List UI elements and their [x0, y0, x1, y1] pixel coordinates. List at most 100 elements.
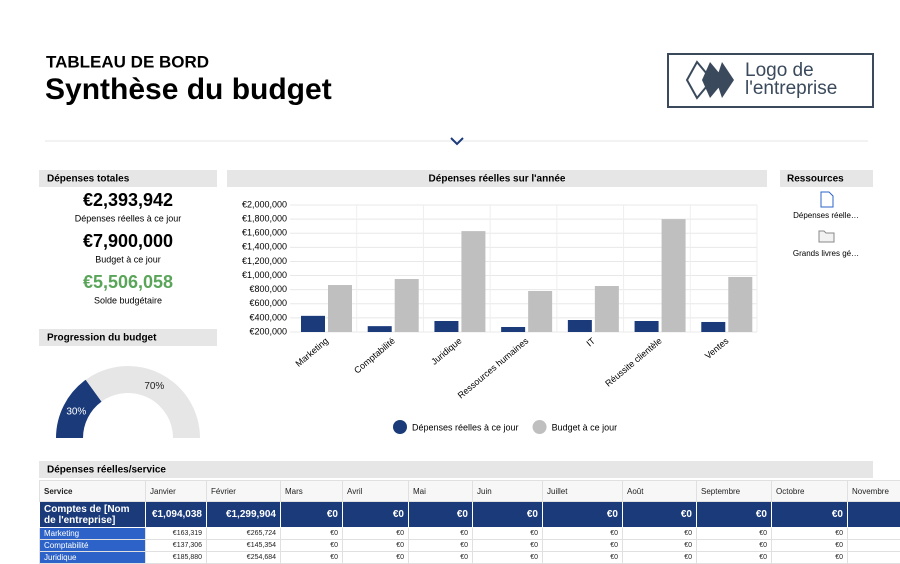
table-cell: €0 — [848, 540, 900, 552]
table-row: Comptabilité€137,306€145,354€0€0€0€0€0€0… — [40, 540, 900, 552]
metric-value: €5,506,058 — [83, 272, 173, 292]
column-header: Février — [207, 481, 281, 502]
table-cell: €1,299,904 — [207, 502, 281, 528]
table-row: Marketing€163,319€265,724€0€0€0€0€0€0€0€… — [40, 528, 900, 540]
table-row: Juridique€185,880€254,684€0€0€0€0€0€0€0€… — [40, 552, 900, 564]
x-tick-label: Comptabilité — [352, 336, 397, 376]
table-cell: €1,094,038 — [146, 502, 207, 528]
table-cell: €0 — [543, 552, 623, 564]
x-tick-label: Ventes — [703, 335, 731, 361]
column-header: Juillet — [543, 481, 623, 502]
logo-icon — [687, 62, 734, 98]
resource-link[interactable]: Grands livres gé… — [793, 249, 859, 258]
table-cell: €0 — [543, 502, 623, 528]
table-cell: €0 — [848, 502, 900, 528]
gauge-label: 70% — [144, 381, 164, 392]
bar — [395, 279, 419, 332]
table-cell: €0 — [848, 552, 900, 564]
metric-label: Budget à ce jour — [95, 254, 161, 264]
metric-value: €2,393,942 — [83, 190, 173, 210]
y-tick-label: €1,600,000 — [242, 228, 287, 238]
metric-value: €7,900,000 — [83, 231, 173, 251]
table-cell: €0 — [697, 502, 772, 528]
table-cell: €0 — [281, 552, 343, 564]
y-tick-label: €1,800,000 — [242, 213, 287, 223]
y-tick-label: €600,000 — [249, 298, 287, 308]
table-cell: €0 — [623, 528, 697, 540]
table-cell: €0 — [281, 540, 343, 552]
table-cell: €0 — [281, 502, 343, 528]
logo-text: l'entreprise — [745, 78, 837, 99]
metric-label: Solde budgétaire — [94, 295, 162, 305]
table-cell: €185,880 — [146, 552, 207, 564]
gauge-label: 30% — [66, 406, 86, 417]
panel-title: Dépenses totales — [47, 174, 130, 185]
table-cell: €0 — [623, 552, 697, 564]
table-cell: €0 — [473, 528, 543, 540]
table-cell: €0 — [543, 540, 623, 552]
legend-swatch — [393, 420, 407, 434]
bar — [568, 320, 592, 332]
table-cell: €163,319 — [146, 528, 207, 540]
table-cell: €0 — [409, 540, 473, 552]
column-header: Août — [623, 481, 697, 502]
table-cell: €0 — [343, 540, 409, 552]
y-tick-label: €1,200,000 — [242, 256, 287, 266]
column-header: Mars — [281, 481, 343, 502]
bar — [728, 277, 752, 332]
bar — [528, 291, 552, 332]
y-tick-label: €1,000,000 — [242, 270, 287, 280]
panel-title: Progression du budget — [47, 333, 157, 344]
table-cell: €265,724 — [207, 528, 281, 540]
column-header: Novembre — [848, 481, 900, 502]
y-tick-label: €400,000 — [249, 312, 287, 322]
table-cell: €0 — [772, 502, 848, 528]
table-cell: €0 — [772, 540, 848, 552]
table-cell: €145,354 — [207, 540, 281, 552]
table-cell: €0 — [772, 552, 848, 564]
table-cell: €0 — [772, 528, 848, 540]
gauge-segment — [86, 366, 200, 438]
subtitle: TABLEAU DE BORD — [46, 52, 209, 71]
folder-icon[interactable] — [819, 231, 834, 242]
table-cell: €0 — [409, 528, 473, 540]
x-tick-label: IT — [584, 335, 597, 348]
table-cell: €0 — [343, 502, 409, 528]
y-tick-label: €1,400,000 — [242, 242, 287, 252]
metric-label: Dépenses réelles à ce jour — [75, 213, 182, 223]
table-cell: €0 — [848, 528, 900, 540]
bar — [595, 286, 619, 332]
panel-title: Dépenses réelles sur l'année — [429, 174, 566, 185]
file-icon[interactable] — [821, 192, 833, 207]
column-header: Octobre — [772, 481, 848, 502]
table-cell: €254,684 — [207, 552, 281, 564]
x-tick-label: Juridique — [429, 336, 463, 367]
table-cell: €0 — [409, 502, 473, 528]
resource-link[interactable]: Dépenses réelle… — [793, 211, 859, 220]
table-cell: €0 — [343, 552, 409, 564]
column-header: Mai — [409, 481, 473, 502]
table-cell: €0 — [623, 502, 697, 528]
row-label: Marketing — [40, 528, 146, 540]
bar — [501, 327, 525, 332]
x-tick-label: Réussite clientèle — [603, 336, 663, 389]
table-cell: €137,306 — [146, 540, 207, 552]
column-header: Service — [40, 481, 146, 502]
table-cell: €0 — [697, 528, 772, 540]
legend-label: Budget à ce jour — [552, 422, 618, 432]
table-cell: €0 — [409, 552, 473, 564]
legend-swatch — [533, 420, 547, 434]
y-tick-label: €2,000,000 — [242, 199, 287, 209]
table-row: Comptes de [Nom de l'entreprise]€1,094,0… — [40, 502, 900, 528]
table-cell: €0 — [281, 528, 343, 540]
table-cell: €0 — [473, 540, 543, 552]
table-cell: €0 — [343, 528, 409, 540]
row-label: Juridique — [40, 552, 146, 564]
bar — [328, 285, 352, 332]
table-cell: €0 — [473, 502, 543, 528]
bar — [635, 321, 659, 332]
panel-title: Dépenses réelles/service — [47, 465, 166, 476]
